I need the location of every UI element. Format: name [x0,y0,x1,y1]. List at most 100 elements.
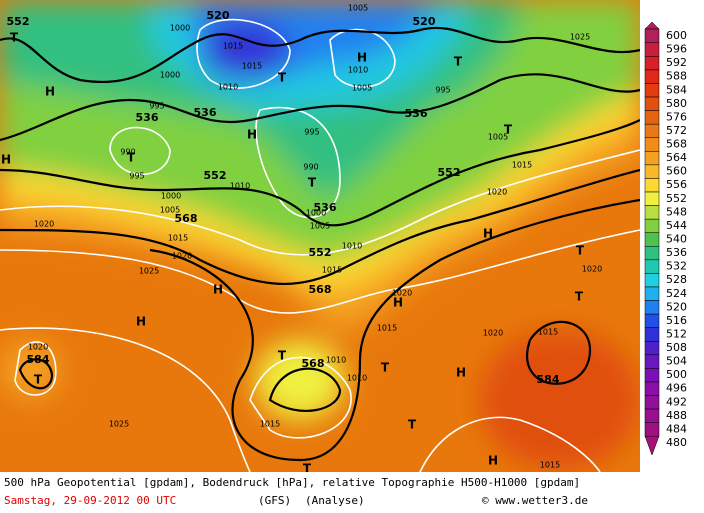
contour-label: 536 [136,111,159,124]
contour-label: 1020 [483,329,503,338]
contour-label: 1000 [161,192,181,201]
pressure-center: H [247,128,257,142]
pressure-center: T [278,71,287,85]
contour-label: 1000 [306,209,326,218]
contour-label: 520 [413,15,436,28]
footer-bg [0,472,704,513]
pressure-center: H [393,296,403,310]
colorbar-cell [644,259,660,274]
pressure-center: H [488,454,498,468]
contour-label: 568 [309,283,332,296]
colorbar-cell [644,341,660,356]
colorbar-cell [644,110,660,125]
contour-label: 1020 [172,252,192,261]
colorbar-label: 480 [666,436,687,449]
pressure-center: T [381,361,390,375]
colorbar-cell [644,395,660,410]
contour-label: 520 [207,9,230,22]
contour-label: 1020 [28,343,48,352]
pressure-center: H [483,227,493,241]
colorbar-label: 548 [666,205,687,218]
pressure-center: T [308,176,317,190]
colorbar-cell [644,205,660,220]
pressure-center: T [454,55,463,69]
contour-label: 552 [309,246,332,259]
colorbar-label: 536 [666,246,687,259]
pressure-center: H [45,85,55,99]
colorbar-label: 592 [666,56,687,69]
colorbar-cell [644,83,660,98]
colorbar-label: 556 [666,178,687,191]
colorbar-label: 572 [666,124,687,137]
contour-label: 552 [204,169,227,182]
colorbar-label: 512 [666,327,687,340]
colorbar-cell [644,408,660,423]
contour-label: 995 [435,86,450,95]
colorbar-label: 516 [666,314,687,327]
colorbar-label: 544 [666,219,687,232]
colorbar-label: 484 [666,422,687,435]
pressure-center: T [504,123,513,137]
colorbar-cell [644,164,660,179]
contour-label: 1010 [348,66,368,75]
colorbar-cell [644,381,660,396]
colorbar-label: 552 [666,192,687,205]
contour-label: 1010 [342,242,362,251]
contour-label: 536 [314,201,337,214]
colorbar-label: 508 [666,341,687,354]
colorbar-cell [644,422,660,437]
contour-label: 1025 [570,33,590,42]
colorbar-label: 504 [666,355,687,368]
pressure-center: H [213,283,223,297]
pressure-center: T [10,31,19,45]
pressure-center: T [575,290,584,304]
colorbar-arrow [644,435,660,456]
contour-label: 584 [27,353,50,366]
colorbar-label: 560 [666,165,687,178]
colorbar-label: 500 [666,368,687,381]
contour-label: 1015 [242,62,262,71]
colorbar-label: 496 [666,382,687,395]
contour-label: 1020 [487,188,507,197]
colorbar-cell [644,96,660,111]
colorbar-cell [644,273,660,288]
contour-label: 1000 [160,71,180,80]
colorbar-cell [644,313,660,328]
contour-label: 1020 [34,220,54,229]
pressure-center: T [127,151,136,165]
contour-label: 1025 [109,420,129,429]
colorbar: 6005965925885845805765725685645605565525… [644,21,687,456]
colorbar-cell [644,69,660,84]
colorbar-label: 568 [666,138,687,151]
contour-label: 990 [120,148,135,157]
colorbar-cell [644,191,660,206]
pressure-center: H [1,153,11,167]
colorbar-cell [644,28,660,44]
colorbar-label: 532 [666,260,687,273]
colorbar-cell [644,178,660,193]
colorbar-cell [644,151,660,166]
footer-date: Samstag, 29-09-2012 00 UTC [4,494,176,507]
contour-label: 1010 [347,374,367,383]
colorbar-cell [644,327,660,342]
colorbar-label: 564 [666,151,687,164]
contour-label: 1005 [348,4,368,13]
contour-label: 1005 [160,206,180,215]
contour-label: 1015 [322,266,342,275]
contour-label: 1015 [223,42,243,51]
contour-label: 1015 [260,420,280,429]
colorbar-cell [644,42,660,57]
pressure-center: H [456,366,466,380]
colorbar-cell [644,354,660,369]
contour-label: 552 [438,166,461,179]
colorbar-cell [644,232,660,247]
map-field [0,0,640,472]
contour-label: 995 [149,102,164,111]
colorbar-cell [644,123,660,139]
colorbar-cell [644,218,660,233]
contour-label: 1005 [352,84,372,93]
colorbar-cell [644,137,660,152]
pressure-center: H [357,51,367,65]
contour-label: 1005 [310,222,330,231]
